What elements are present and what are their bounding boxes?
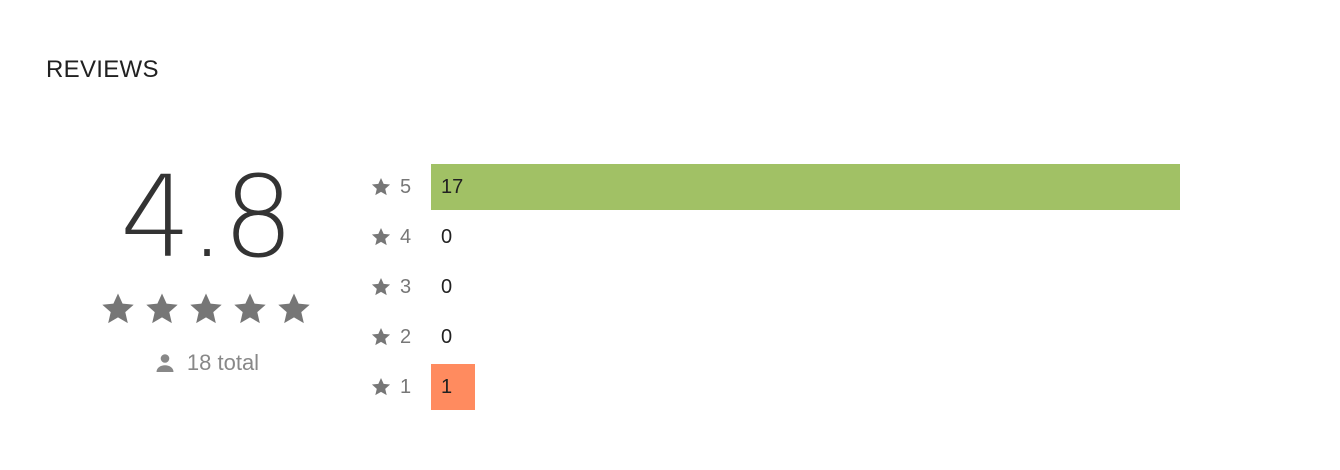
star-level: 1 bbox=[400, 375, 412, 398]
rating-bar bbox=[431, 364, 475, 410]
rating-bar-track: 0 bbox=[431, 314, 1180, 360]
total-reviews-label: 18 total bbox=[186, 350, 260, 375]
rating-row-label: 2 bbox=[370, 326, 431, 349]
person-icon bbox=[153, 351, 177, 375]
rating-bar-track: 1 bbox=[431, 364, 1180, 410]
rating-row-2: 2 0 bbox=[370, 314, 1190, 360]
rating-row-3: 3 0 bbox=[370, 264, 1190, 310]
rating-bar-track: 0 bbox=[431, 264, 1180, 310]
star-icon bbox=[370, 326, 392, 348]
rating-bar-track: 0 bbox=[431, 214, 1180, 260]
star-level: 5 bbox=[400, 175, 412, 198]
star-level: 3 bbox=[400, 275, 412, 298]
star-icon bbox=[370, 376, 392, 398]
rating-bar-track: 17 bbox=[431, 164, 1180, 210]
rating-count: 0 bbox=[441, 326, 453, 348]
average-stars bbox=[88, 290, 324, 328]
average-rating-panel: 4.8 18 total bbox=[88, 160, 324, 376]
star-level: 4 bbox=[400, 225, 412, 248]
rating-row-label: 1 bbox=[370, 376, 431, 399]
star-icon bbox=[231, 290, 269, 328]
rating-count: 17 bbox=[441, 176, 464, 198]
average-score: 4.8 bbox=[119, 153, 294, 283]
reviews-heading: REVIEWS bbox=[46, 56, 159, 83]
star-icon bbox=[187, 290, 225, 328]
rating-count: 0 bbox=[441, 226, 453, 248]
rating-count: 0 bbox=[441, 276, 453, 298]
rating-row-4: 4 0 bbox=[370, 214, 1190, 260]
rating-distribution: 5 17 4 0 3 0 2 0 bbox=[370, 164, 1190, 414]
star-icon bbox=[370, 176, 392, 198]
star-icon bbox=[370, 226, 392, 248]
rating-row-label: 5 bbox=[370, 176, 431, 199]
star-icon bbox=[143, 290, 181, 328]
star-icon bbox=[370, 276, 392, 298]
star-level: 2 bbox=[400, 325, 412, 348]
rating-row-label: 4 bbox=[370, 226, 431, 249]
rating-row-label: 3 bbox=[370, 276, 431, 299]
rating-row-1: 1 1 bbox=[370, 364, 1190, 410]
total-reviews: 18 total bbox=[88, 350, 324, 376]
rating-count: 1 bbox=[441, 376, 453, 398]
star-icon bbox=[275, 290, 313, 328]
star-icon bbox=[99, 290, 137, 328]
rating-row-5: 5 17 bbox=[370, 164, 1190, 210]
rating-bar bbox=[431, 164, 1180, 210]
